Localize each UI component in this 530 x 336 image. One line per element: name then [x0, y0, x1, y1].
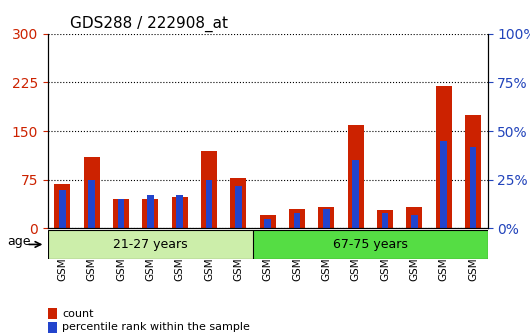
Text: age: age: [7, 235, 31, 248]
Bar: [260, 215, 276, 228]
Bar: [142, 199, 158, 228]
Text: count: count: [62, 309, 93, 319]
Bar: [54, 184, 70, 228]
Bar: [48, 322, 57, 333]
Text: GDS288 / 222908_at: GDS288 / 222908_at: [69, 16, 228, 32]
Bar: [201, 151, 217, 228]
Bar: [436, 86, 452, 228]
Text: 21-27 years: 21-27 years: [113, 238, 188, 251]
Bar: [406, 207, 422, 228]
Text: 67-75 years: 67-75 years: [333, 238, 408, 251]
Bar: [289, 209, 305, 228]
Bar: [113, 199, 129, 228]
Bar: [323, 209, 330, 228]
FancyBboxPatch shape: [48, 230, 253, 259]
Text: percentile rank within the sample: percentile rank within the sample: [62, 322, 250, 332]
FancyBboxPatch shape: [253, 230, 488, 259]
Bar: [470, 146, 476, 228]
Bar: [147, 195, 154, 228]
Bar: [440, 141, 447, 228]
Bar: [48, 308, 57, 319]
Bar: [318, 207, 334, 228]
Bar: [264, 219, 271, 228]
Bar: [172, 197, 188, 228]
Bar: [348, 125, 364, 228]
Bar: [89, 180, 95, 228]
Bar: [206, 180, 212, 228]
Bar: [84, 157, 100, 228]
Bar: [230, 178, 246, 228]
Bar: [294, 213, 300, 228]
Bar: [465, 115, 481, 228]
Bar: [352, 160, 359, 228]
Bar: [118, 199, 124, 228]
Bar: [382, 213, 388, 228]
Bar: [176, 195, 183, 228]
Bar: [377, 210, 393, 228]
Bar: [235, 185, 242, 228]
Bar: [411, 215, 418, 228]
Bar: [59, 190, 66, 228]
